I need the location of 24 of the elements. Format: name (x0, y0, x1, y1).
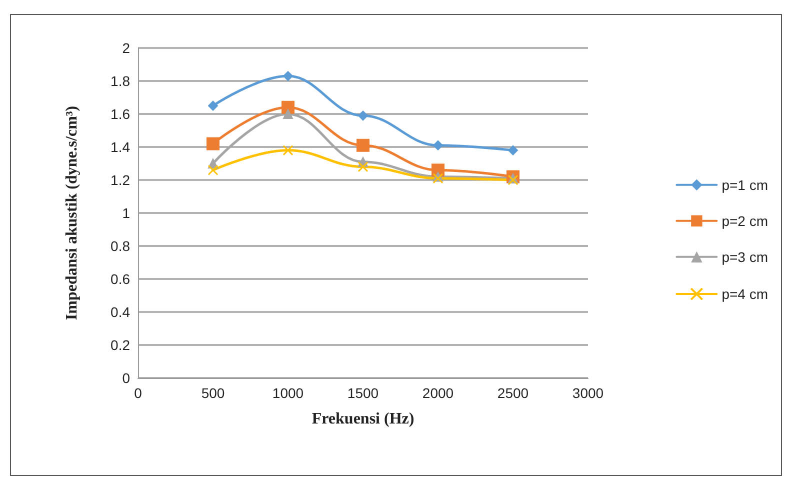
legend-label: p=2 cm (722, 212, 768, 229)
y-tick-label: 1.4 (110, 139, 130, 155)
x-tick-label: 3000 (572, 385, 604, 401)
x-axis-title: Frekuensi (Hz) (312, 410, 414, 428)
x-tick-label: 2500 (497, 385, 529, 401)
y-tick-label: 0.2 (110, 337, 130, 353)
x-tick-label: 1000 (272, 385, 304, 401)
legend-label: p=3 cm (722, 248, 768, 265)
y-axis-title: Impedansi akustik (dyne.s/cm³) (64, 106, 80, 320)
y-tick-label: 2 (122, 40, 130, 56)
y-tick-label: 0.8 (110, 238, 130, 254)
legend-label: p=1 cm (722, 176, 768, 193)
x-tick-label: 2000 (422, 385, 454, 401)
y-tick-label: 1 (122, 205, 130, 221)
y-tick-label: 1.6 (110, 106, 130, 122)
y-tick-label: 0.4 (110, 304, 130, 320)
y-tick-label: 0 (122, 370, 130, 386)
y-tick-label: 1.2 (110, 172, 130, 188)
x-tick-label: 1500 (347, 385, 379, 401)
x-tick-label: 0 (134, 385, 142, 401)
y-tick-label: 0.6 (110, 271, 130, 287)
legend-label: p=4 cm (722, 286, 768, 302)
x-tick-label: 500 (201, 385, 225, 401)
y-tick-label: 1.8 (110, 73, 130, 89)
